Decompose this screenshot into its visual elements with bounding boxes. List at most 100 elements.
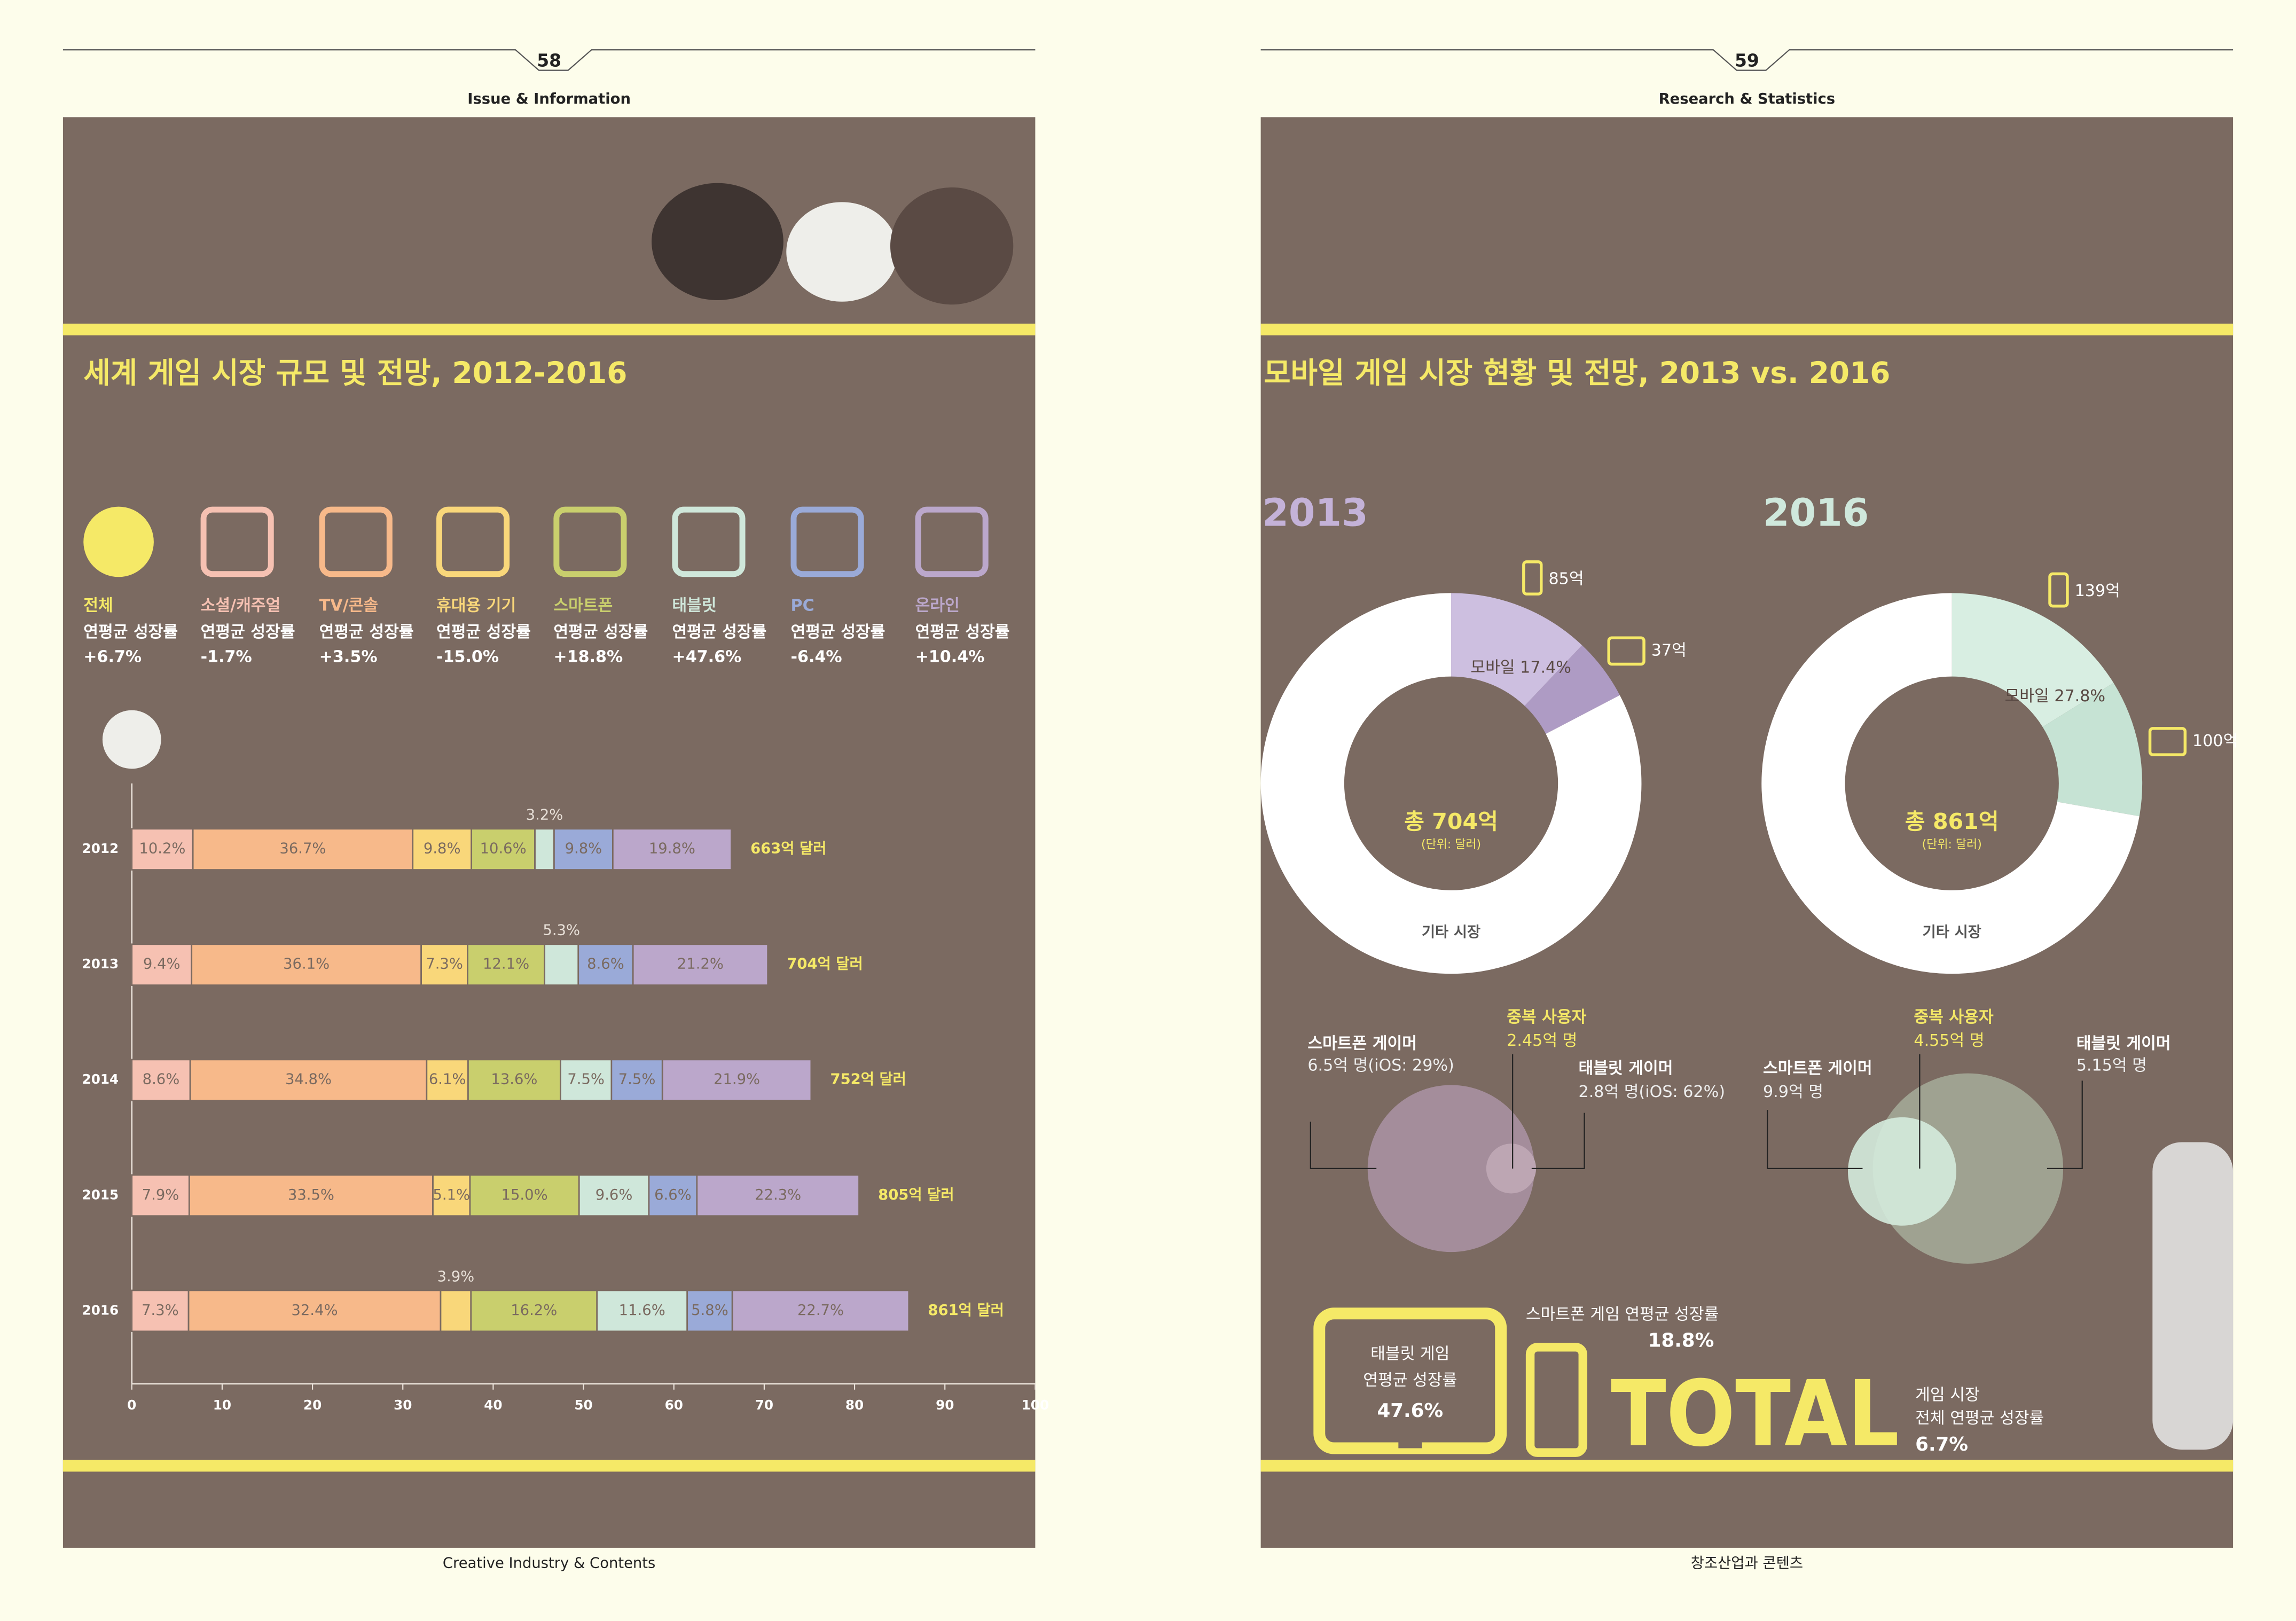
legend-name: 휴대용 기기 <box>436 597 516 615</box>
legend-caption: 연평균 성장률 <box>553 623 648 641</box>
bar-label: 9.4% <box>143 956 181 973</box>
chart-title: 모바일 게임 시장 현황 및 전망, 2013 vs. 2016 <box>1264 356 1890 390</box>
donut-value-label: 37억 <box>1651 641 1687 660</box>
bar-label: 12.1% <box>483 956 529 973</box>
legend-caption: 연평균 성장률 <box>319 623 414 641</box>
venn-label: 스마트폰 게이머 <box>1307 1034 1417 1053</box>
legend-name: PC <box>791 597 814 615</box>
bar-segment <box>131 1174 190 1217</box>
venn-label: 중복 사용자 <box>1914 1008 1993 1027</box>
bar-label: 7.3% <box>426 956 463 973</box>
bar-label: 3.2% <box>526 807 563 824</box>
bar-label: 36.1% <box>283 956 330 973</box>
phone-icon <box>1522 560 1543 596</box>
y-tick-label: 2016 <box>82 1302 119 1318</box>
bar-segment <box>189 1059 428 1101</box>
bar-segment <box>420 943 468 986</box>
yellow-band <box>1260 323 2234 335</box>
legend-growth: +6.7% <box>83 647 142 666</box>
bar-label: 15.0% <box>501 1187 548 1203</box>
summary-value: 47.6% <box>1377 1400 1443 1422</box>
donut-other-label: 기타 시장 <box>1422 924 1480 941</box>
bar-label: 8.6% <box>143 1071 180 1088</box>
x-tick-label: 60 <box>665 1397 683 1413</box>
bar-segment <box>648 1174 698 1217</box>
x-tick-label: 100 <box>1022 1397 1049 1413</box>
donut-wedge <box>1260 593 1642 974</box>
bar-segment <box>440 1289 472 1333</box>
bar-segment <box>187 1289 442 1333</box>
summary-label: 전체 연평균 성장률 <box>1915 1409 2044 1428</box>
bar-segment <box>578 1174 650 1217</box>
chart-title: 세계 게임 시장 규모 및 전망, 2012-2016 <box>83 356 627 390</box>
y-tick-label: 2013 <box>82 956 119 972</box>
bar-segment <box>686 1289 733 1333</box>
section-title: Research & Statistics <box>1659 91 1836 107</box>
donut-wedge <box>1952 593 2114 727</box>
donut-wedge <box>2042 683 2143 817</box>
legend-icon <box>672 506 746 577</box>
bar-label: 10.6% <box>480 841 527 857</box>
x-tick-label: 50 <box>574 1397 592 1413</box>
venn-diagram <box>1310 1054 2083 1264</box>
bar-label: 36.7% <box>279 841 326 857</box>
donut-wedge <box>1524 645 1620 734</box>
bar-segment <box>192 828 414 871</box>
bar-segment <box>610 1059 663 1101</box>
venn-value: 6.5억 명(iOS: 29%) <box>1307 1056 1454 1075</box>
page-number: 59 <box>1735 50 1759 71</box>
bar-label: 5.8% <box>691 1302 728 1319</box>
total-label: 663억 달러 <box>750 841 826 857</box>
yellow-band <box>62 1460 1036 1472</box>
x-tick-label: 20 <box>303 1397 322 1413</box>
legend-icon <box>200 506 274 577</box>
venn-label: 중복 사용자 <box>1507 1008 1586 1027</box>
legend-growth: +18.8% <box>553 647 623 666</box>
x-tick-label: 90 <box>936 1397 954 1413</box>
legend-name: 온라인 <box>915 597 960 615</box>
bar-label: 33.5% <box>288 1187 334 1203</box>
legend-name: TV/콘솔 <box>319 597 378 615</box>
tablet-icon <box>1607 636 1645 666</box>
bar-segment <box>553 828 614 871</box>
y-tick-label: 2012 <box>82 841 119 856</box>
character-illustration <box>102 183 2234 1450</box>
yellow-band <box>1260 1460 2234 1472</box>
bar-label: 3.9% <box>437 1268 475 1285</box>
total-label: 861억 달러 <box>928 1302 1004 1319</box>
donut-total: 총 861억 <box>1905 809 1999 834</box>
bar-label: 9.6% <box>595 1187 633 1203</box>
bar-segment <box>534 828 555 871</box>
bar-label: 11.6% <box>619 1302 665 1319</box>
x-tick-label: 70 <box>755 1397 773 1413</box>
venn-label: 스마트폰 게이머 <box>1763 1059 1872 1078</box>
x-tick-label: 30 <box>394 1397 412 1413</box>
summary-label: 스마트폰 게임 연평균 성장률 <box>1526 1305 1719 1324</box>
legend-name: 전체 <box>83 597 113 615</box>
bar-label: 7.9% <box>142 1187 179 1203</box>
bar-segment <box>731 1289 910 1333</box>
donut-year: 2016 <box>1763 491 1869 535</box>
legend-icon <box>553 506 627 577</box>
legend-growth: -15.0% <box>436 647 499 666</box>
legend-caption: 연평균 성장률 <box>791 623 886 641</box>
legend-icon <box>319 506 393 577</box>
bar-segment <box>471 828 536 871</box>
summary-value: 6.7% <box>1915 1434 1968 1455</box>
legend-caption: 연평균 성장률 <box>83 623 178 641</box>
donut-value-label: 139억 <box>2075 582 2120 600</box>
legend-icon <box>790 506 864 577</box>
legend-caption: 연평균 성장률 <box>436 623 531 641</box>
y-tick-label: 2015 <box>82 1187 119 1202</box>
bar-segment <box>470 1289 598 1333</box>
bar-label: 9.8% <box>565 841 602 857</box>
venn-value: 4.55억 명 <box>1914 1031 1984 1050</box>
bar-label: 6.6% <box>654 1187 692 1203</box>
phone-icon <box>2048 572 2069 608</box>
donut-unit: (단위: 달러) <box>1922 838 1982 851</box>
header-rule <box>1260 49 2234 71</box>
bar-segment <box>188 1174 434 1217</box>
legend-name: 태블릿 <box>672 597 716 615</box>
tablet-icon-button <box>1398 1440 1422 1448</box>
